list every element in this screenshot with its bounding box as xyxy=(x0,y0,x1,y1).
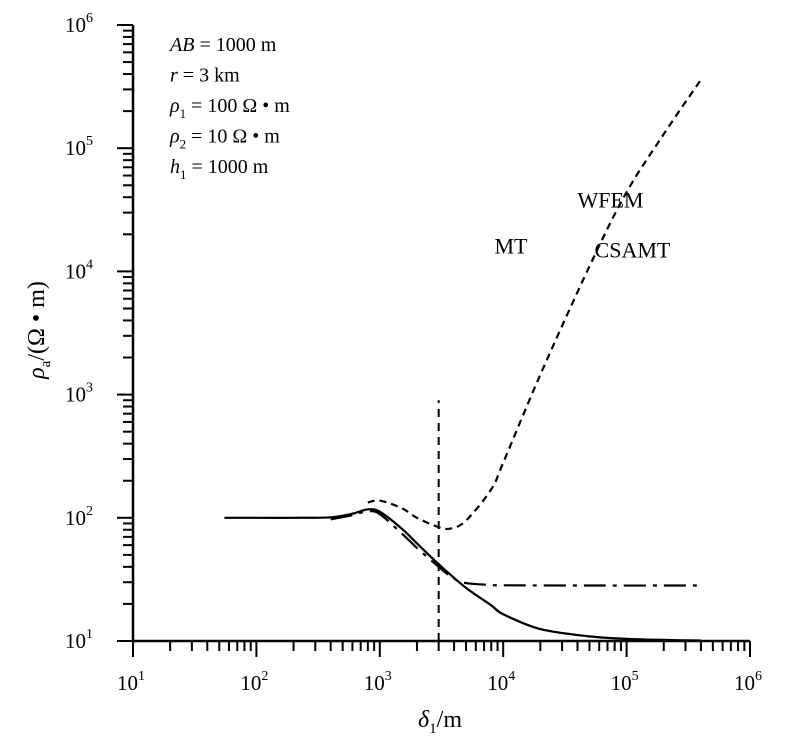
x-tick-label: 105 xyxy=(611,669,639,695)
series-label-csamt: CSAMT xyxy=(595,237,671,262)
x-tick-label: 104 xyxy=(487,669,515,695)
y-tick-label: 102 xyxy=(65,504,93,530)
y-tick-label: 104 xyxy=(65,257,93,283)
x-tick-label: 102 xyxy=(240,669,268,695)
y-tick-label: 101 xyxy=(65,627,93,653)
y-tick-label: 105 xyxy=(65,134,93,160)
y-tick-label: 103 xyxy=(65,381,93,407)
series-mt-line xyxy=(224,508,701,642)
x-tick-label: 106 xyxy=(734,669,762,695)
series-wfem-line xyxy=(330,510,701,587)
series-group xyxy=(224,79,702,642)
parameter-line: AB = 1000 m xyxy=(168,34,277,56)
y-tick-label: 106 xyxy=(65,11,93,37)
series-csamt-line xyxy=(367,79,702,531)
parameter-annotations: AB = 1000 m r = 3 km ρ1 = 100 Ω • m ρ2 = 10… xyxy=(168,34,290,182)
series-label-mt: MT xyxy=(494,233,528,258)
parameter-line: r = 3 km xyxy=(170,65,240,87)
parameter-line: ρ1 = 100 Ω • m xyxy=(169,95,290,121)
x-tick-labels: 101 102 103 104 105 106 xyxy=(117,669,762,695)
series-labels: CSAMT WFEM MT xyxy=(494,188,670,263)
parameter-line: ρ2 = 10 Ω • m xyxy=(169,126,280,152)
x-axis-title: δ1/m xyxy=(418,707,462,737)
parameter-line: h1 = 1000 m xyxy=(170,156,269,182)
x-tick-label: 101 xyxy=(117,669,145,695)
x-tick-label: 103 xyxy=(364,669,392,695)
y-axis-title: ρa/(Ω • m) xyxy=(24,281,54,380)
series-label-wfem: WFEM xyxy=(577,188,643,213)
y-tick-labels: 101 102 103 104 105 106 xyxy=(65,11,93,653)
axis-ticks xyxy=(117,24,751,657)
